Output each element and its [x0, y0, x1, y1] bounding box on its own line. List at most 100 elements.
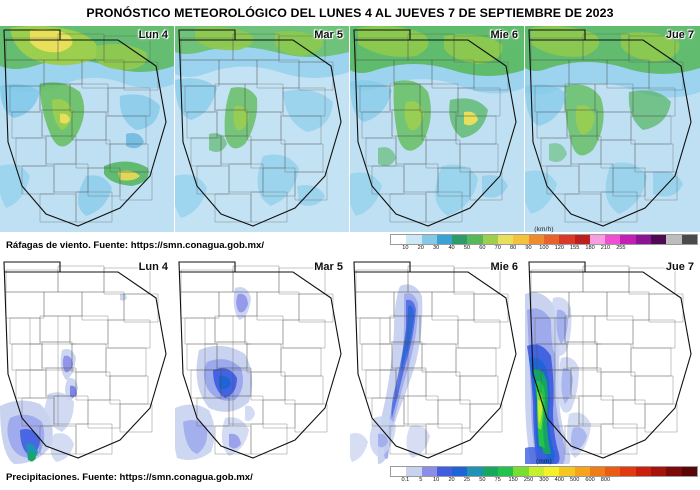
- wind-map-panel-mar5[interactable]: Mar 5: [175, 26, 349, 232]
- precipitation-legend-tick-11: 500: [570, 477, 590, 487]
- precipitation-legend-swatch-3: [436, 467, 453, 476]
- precipitation-legend-tick-label: 10: [433, 477, 440, 483]
- precipitation-legend-swatch-6: [482, 467, 499, 476]
- precipitation-legend-swatch-10: [543, 467, 560, 476]
- wind-legend-tick-label: 155: [570, 245, 580, 251]
- wind-map-panel-lun4[interactable]: Lun 4: [0, 26, 174, 232]
- wind-legend-tick-label: 100: [539, 245, 549, 251]
- precipitation-legend: (mm) 0.1 5 10 20 25 50 75 150 250 300 400 500 600 800: [390, 458, 700, 490]
- wind-legend-swatch-2: [421, 235, 437, 244]
- precipitation-legend-swatch-13: [589, 467, 606, 476]
- precipitation-legend-units: (mm): [536, 458, 552, 465]
- wind-legend-tick-2: 30: [433, 245, 451, 255]
- precipitation-caption: Precipitaciones. Fuente: https://smn.con…: [6, 471, 253, 483]
- prec-map-panel-mar5[interactable]: Mar 5: [175, 258, 349, 464]
- page-title: PRONÓSTICO METEOROLÓGICO DEL LUNES 4 AL …: [86, 6, 614, 20]
- prec-map-panel-jue7[interactable]: Jue 7: [525, 258, 700, 464]
- precipitation-legend-swatch-17: [651, 467, 667, 476]
- precipitation-legend-tick-label: 50: [479, 477, 486, 483]
- precipitation-legend-swatch-11: [559, 467, 575, 476]
- wind-legend-swatch-15: [620, 235, 636, 244]
- precipitation-legend-swatch-12: [574, 467, 590, 476]
- precipitation-legend-tick-label: 0.1: [401, 477, 410, 483]
- wind-legend-tick-8: 90: [525, 245, 544, 255]
- precipitation-legend-tick-7: 150: [508, 477, 528, 487]
- precipitation-legend-tick-label: 400: [554, 477, 564, 483]
- precipitation-legend-tick-4: 25: [463, 477, 482, 487]
- wind-legend-swatch-1: [406, 235, 422, 244]
- wind-legend-swatch-13: [589, 235, 606, 244]
- wind-legend-swatch-14: [605, 235, 621, 244]
- prec-map-mie6: [350, 258, 524, 464]
- precipitation-legend-ticks: 0.1 5 10 20 25 50 75 150 250 300 400 500 600 800: [390, 477, 700, 487]
- wind-map-mie6: [350, 26, 524, 232]
- wind-legend-tick-label: 60: [479, 245, 486, 251]
- precipitation-legend-tick-label: 300: [539, 477, 549, 483]
- precipitation-legend-tick-2: 10: [433, 477, 451, 487]
- precipitation-legend-tick-label: 5: [419, 477, 423, 483]
- wind-legend-tick-9: 100: [539, 245, 559, 255]
- precipitation-legend-swatch-15: [620, 467, 636, 476]
- precipitation-legend-tick-6: 75: [494, 477, 513, 487]
- precipitation-panel-row: Lun 4: [0, 258, 700, 464]
- wind-legend-swatch-0: [391, 235, 407, 244]
- precipitation-legend-swatch-1: [406, 467, 422, 476]
- wind-legend-swatch-19: [681, 235, 697, 244]
- wind-legend-swatch-8: [513, 235, 529, 244]
- wind-legend-tick-label: 255: [616, 245, 626, 251]
- wind-map-panel-jue7[interactable]: Jue 7: [525, 26, 700, 232]
- wind-legend-tick-label: 10: [402, 245, 409, 251]
- wind-legend-swatch-5: [467, 235, 483, 244]
- wind-legend-tick-label: 40: [448, 245, 455, 251]
- wind-legend-swatch-10: [543, 235, 560, 244]
- precipitation-legend-swatch-9: [528, 467, 544, 476]
- wind-legend-swatches: [390, 234, 698, 245]
- prec-map-panel-lun4[interactable]: Lun 4: [0, 258, 174, 464]
- wind-legend-tick-3: 40: [448, 245, 467, 255]
- wind-legend-tick-5: 60: [479, 245, 497, 255]
- wind-legend-tick-label: 180: [585, 245, 595, 251]
- precipitation-legend-swatch-8: [513, 467, 529, 476]
- wind-legend-swatch-3: [436, 235, 453, 244]
- wind-map-lun4: [0, 26, 174, 232]
- wind-legend-tick-13: 210: [601, 245, 620, 255]
- precipitation-legend-tick-label: 75: [494, 477, 501, 483]
- wind-legend-tick-1: 20: [417, 245, 436, 255]
- wind-map-mar5: [175, 26, 349, 232]
- precipitation-legend-tick-label: 20: [448, 477, 455, 483]
- wind-legend-tick-label: 20: [417, 245, 424, 251]
- precipitation-legend-swatch-19: [681, 467, 697, 476]
- wind-legend-tick-label: 70: [494, 245, 501, 251]
- prec-map-panel-mie6[interactable]: Mie 6: [350, 258, 524, 464]
- wind-legend-swatch-7: [498, 235, 514, 244]
- wind-legend-swatch-9: [528, 235, 544, 244]
- wind-legend-swatch-11: [559, 235, 575, 244]
- precipitation-legend-tick-5: 50: [479, 477, 497, 487]
- wind-map-panel-mie6[interactable]: Mie 6: [350, 26, 524, 232]
- precipitation-legend-tick-label: 25: [463, 477, 471, 483]
- precipitation-legend-swatches: [390, 466, 698, 477]
- wind-legend-units: (km/h): [534, 226, 554, 233]
- wind-map-jue7: [525, 26, 700, 232]
- wind-legend-tick-4: 50: [463, 245, 482, 255]
- precipitation-legend-swatch-4: [452, 467, 468, 476]
- wind-legend-tick-label: 30: [433, 245, 440, 251]
- wind-legend: (km/h) 10 20 30 40 50 60 70 80 90 100 120 155 180 210…: [390, 226, 700, 258]
- wind-legend-tick-11: 155: [570, 245, 590, 255]
- precipitation-legend-tick-label: 250: [523, 477, 534, 483]
- wind-legend-tick-label: 210: [600, 245, 611, 251]
- wind-legend-tick-7: 80: [510, 245, 528, 255]
- precipitation-legend-swatch-5: [467, 467, 483, 476]
- precipitation-legend-swatch-14: [605, 467, 621, 476]
- figure-title-bar: PRONÓSTICO METEOROLÓGICO DEL LUNES 4 AL …: [0, 0, 700, 26]
- wind-caption: Ráfagas de viento. Fuente: https://smn.c…: [6, 239, 264, 251]
- precipitation-legend-tick-label: 500: [570, 477, 580, 483]
- precipitation-legend-tick-label: 150: [508, 477, 518, 483]
- precipitation-legend-swatch-18: [666, 467, 682, 476]
- precipitation-legend-tick-0: 0.1: [401, 477, 420, 487]
- wind-legend-tick-label: 50: [463, 245, 471, 251]
- precipitation-legend-swatch-2: [421, 467, 437, 476]
- wind-legend-swatch-16: [635, 235, 652, 244]
- wind-legend-ticks: 10 20 30 40 50 60 70 80 90 100 120 155 180 210 255: [390, 245, 700, 255]
